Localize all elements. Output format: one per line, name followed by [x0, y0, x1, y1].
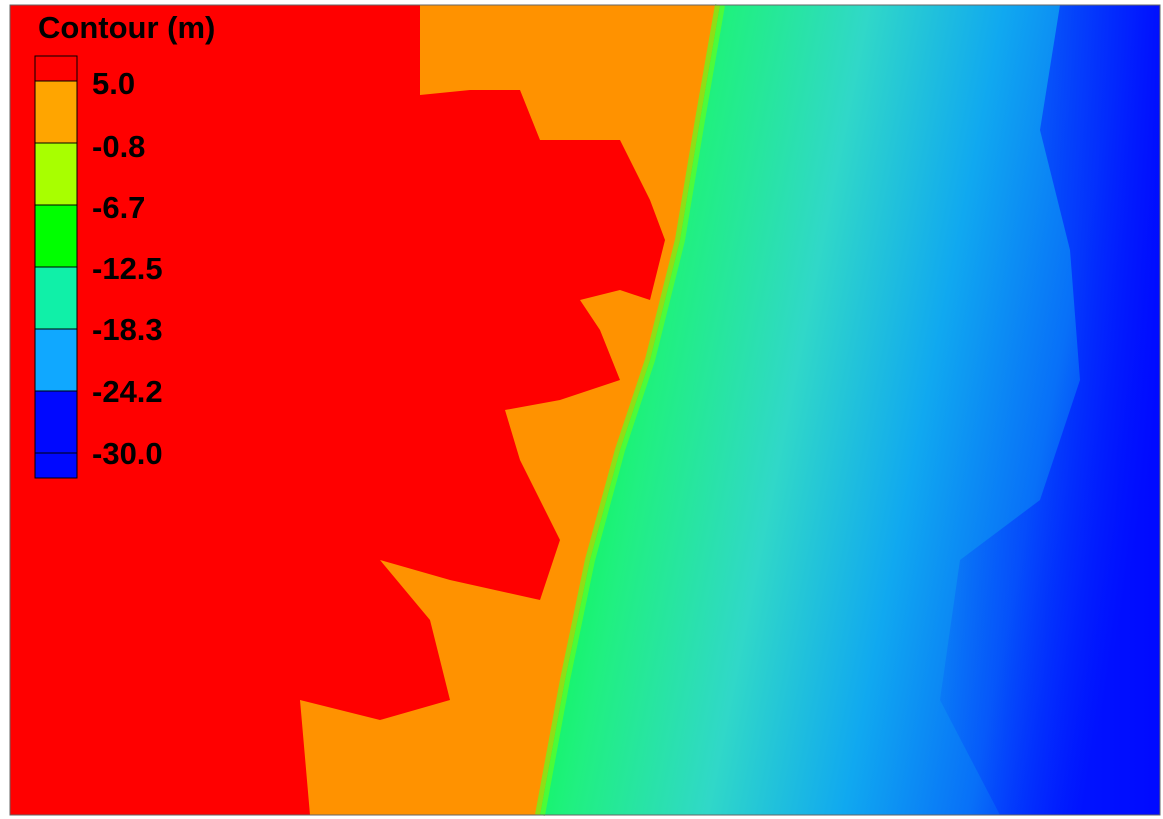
- legend-label: -18.3: [92, 312, 163, 347]
- legend-swatch: [35, 143, 77, 205]
- map-area: [10, 5, 1160, 815]
- legend-label: -24.2: [92, 374, 163, 409]
- legend-label: -0.8: [92, 129, 145, 164]
- legend-label: -6.7: [92, 190, 145, 225]
- legend-swatch: [35, 391, 77, 453]
- legend-label: -30.0: [92, 436, 163, 471]
- legend-swatch: [35, 205, 77, 267]
- legend-label: 5.0: [92, 66, 135, 101]
- legend-swatch: [35, 56, 77, 81]
- map: Contour (m) 5.0 -0.8 -6.7 -12.5 -18.3 -2…: [0, 0, 1163, 819]
- legend-label: -12.5: [92, 251, 163, 286]
- legend-title: Contour (m): [38, 10, 215, 45]
- legend-swatch: [35, 267, 77, 329]
- legend-swatch: [35, 81, 77, 143]
- legend-swatch: [35, 453, 77, 478]
- legend-swatch: [35, 329, 77, 391]
